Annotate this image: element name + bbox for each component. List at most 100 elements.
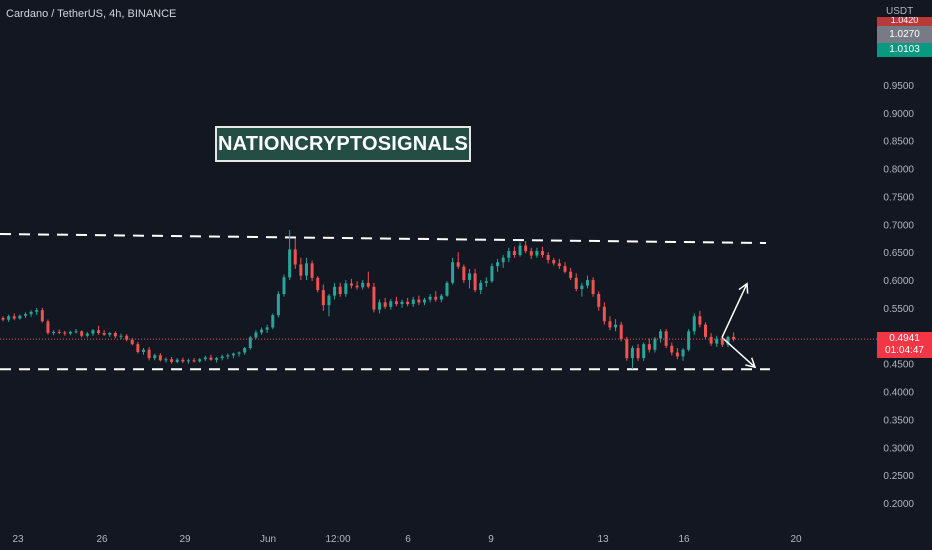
up-arrow[interactable]: [721, 282, 749, 338]
candle-body: [316, 277, 320, 291]
candle-body: [333, 286, 337, 296]
candle-body: [1, 317, 5, 320]
trade-arrows[interactable]: [721, 282, 757, 369]
down-arrow-shaft: [721, 336, 756, 368]
candle-body: [529, 251, 533, 256]
candle: [153, 353, 157, 361]
candle-body: [501, 257, 505, 263]
candle-body: [226, 355, 230, 357]
candle-body: [299, 264, 303, 276]
candle: [333, 282, 337, 300]
candle-body: [68, 331, 72, 334]
candle: [344, 280, 348, 297]
candle-body: [349, 283, 353, 286]
candle-body: [518, 245, 522, 255]
candle-body: [614, 324, 618, 328]
candle-body: [406, 301, 410, 305]
candle: [215, 356, 219, 363]
candle: [192, 358, 196, 363]
candle-body: [496, 262, 500, 267]
y-axis-ticks: 0.9500 0.9000 0.8500 0.8000 0.7500 0.7000 0.65…: [883, 81, 914, 510]
candle-body: [113, 333, 117, 337]
candle-body: [282, 277, 286, 294]
candle-body: [394, 301, 398, 305]
candle: [524, 241, 528, 254]
candle-body: [102, 333, 106, 335]
candle: [35, 307, 39, 316]
candle-body: [260, 329, 264, 333]
x-tick-label: 13: [597, 534, 609, 545]
candle-body: [7, 316, 11, 320]
candle: [591, 277, 595, 297]
currency-label: USDT: [886, 6, 914, 17]
candle-body: [563, 266, 567, 272]
candle: [726, 335, 730, 347]
candle-body: [541, 251, 545, 255]
candle: [423, 297, 426, 306]
candle: [552, 257, 556, 266]
candle-body: [608, 321, 612, 328]
y-tick-label: 0.9000: [883, 109, 914, 120]
candle-body: [186, 360, 190, 362]
candle-body: [434, 296, 438, 300]
candle: [541, 246, 545, 258]
candle-body: [142, 349, 145, 352]
candle-body: [361, 282, 365, 288]
candle-body: [383, 302, 387, 307]
candle-body: [546, 254, 550, 261]
down-arrow[interactable]: [721, 336, 757, 369]
candle: [670, 342, 674, 356]
candle-body: [630, 348, 634, 359]
candle-body: [147, 349, 151, 359]
candles: [1, 229, 736, 370]
candle-body: [63, 332, 67, 334]
candle: [282, 274, 286, 297]
candle: [546, 252, 550, 264]
candle-body: [158, 355, 162, 361]
candle-body: [473, 273, 477, 291]
candle: [473, 268, 477, 293]
candle: [170, 356, 174, 364]
candle: [484, 277, 488, 287]
candle-body: [108, 333, 112, 335]
y-tick-label: 0.3000: [883, 443, 914, 454]
candle-body: [119, 335, 123, 337]
candle-body: [85, 333, 89, 336]
y-tick-label: 0.4000: [883, 388, 914, 399]
candle: [400, 299, 404, 308]
candle: [692, 313, 696, 335]
down-arrow-head: [745, 357, 757, 369]
candle: [220, 354, 224, 361]
x-tick-label: 9: [488, 534, 494, 545]
candle: [597, 291, 601, 311]
candle: [102, 330, 106, 336]
candle: [675, 348, 679, 360]
candle-body: [687, 331, 691, 350]
candle: [327, 294, 331, 317]
candle-body: [344, 283, 348, 294]
candle-body: [602, 306, 606, 322]
symbol-title: Cardano / TetherUS, 4h, BINANCE: [6, 8, 177, 20]
candle: [304, 257, 308, 281]
candle-body: [653, 338, 657, 350]
candle-body: [372, 286, 376, 310]
candle-body: [462, 266, 466, 281]
candle: [125, 334, 129, 342]
resistance-line[interactable]: [0, 233, 767, 244]
candle-body: [647, 344, 651, 350]
candle: [366, 271, 370, 289]
candle: [557, 258, 561, 269]
last-price-badge: 0.4941 01:04:47: [877, 332, 932, 358]
candle-body: [175, 359, 179, 362]
candle-body: [243, 348, 247, 353]
candle-body: [52, 331, 56, 334]
candle-body: [378, 302, 382, 310]
candle-body: [288, 249, 292, 278]
candle: [518, 242, 522, 257]
candle: [316, 276, 320, 293]
support-resistance-lines[interactable]: [0, 233, 770, 371]
candle-body: [557, 263, 561, 267]
candle: [383, 297, 387, 310]
candle: [321, 284, 325, 311]
